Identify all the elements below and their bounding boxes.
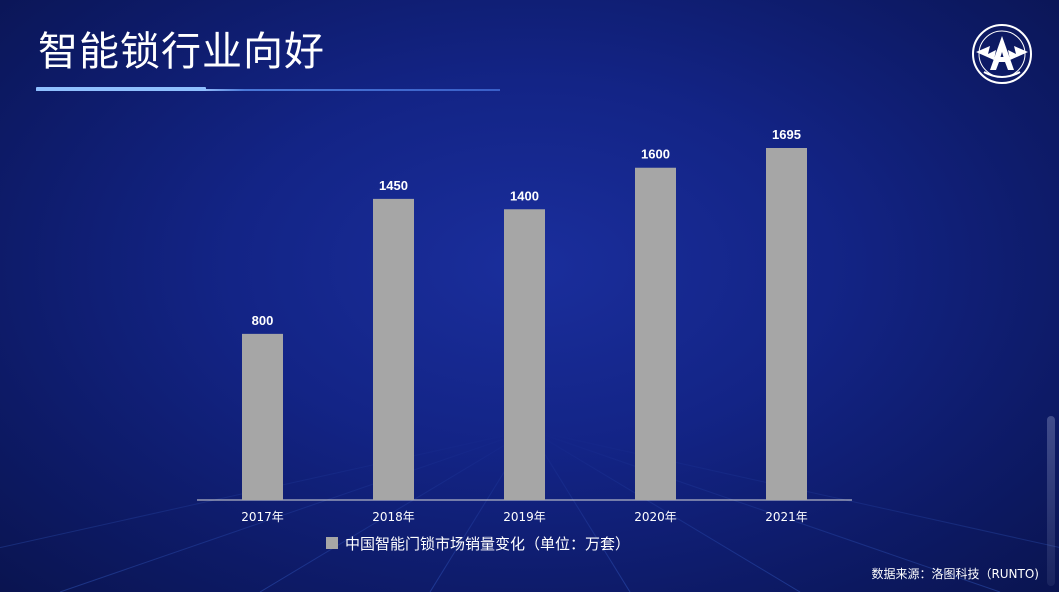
page-title: 智能锁行业向好 (38, 29, 325, 75)
data-label-3: 1600 (641, 147, 670, 162)
legend-swatch (326, 537, 338, 549)
bar-1 (373, 198, 414, 500)
bar-4 (766, 148, 807, 500)
x-tick-label-0: 2017年 (241, 510, 284, 524)
x-tick-label-4: 2021年 (765, 510, 808, 524)
bar-0 (242, 333, 283, 500)
title-underline-accent (36, 87, 206, 91)
bar-2 (504, 209, 545, 500)
data-label-1: 1450 (379, 178, 408, 193)
x-tick-label-1: 2018年 (372, 510, 415, 524)
x-tick-label-2: 2019年 (503, 510, 546, 524)
data-label-4: 1695 (772, 127, 801, 142)
chart-legend: 中国智能门锁市场销量变化（单位：万套） (326, 532, 630, 554)
data-label-0: 800 (252, 313, 274, 328)
data-source-note: 数据来源：洛图科技（RUNTO) (871, 567, 1039, 581)
bar-3 (635, 167, 676, 500)
legend-label: 中国智能门锁市场销量变化（单位：万套） (345, 534, 631, 553)
eagle-a-emblem-icon (972, 24, 1032, 84)
data-label-2: 1400 (510, 188, 539, 203)
title-underline (36, 89, 500, 91)
scrollbar[interactable] (1047, 416, 1055, 586)
x-tick-label-3: 2020年 (634, 510, 677, 524)
